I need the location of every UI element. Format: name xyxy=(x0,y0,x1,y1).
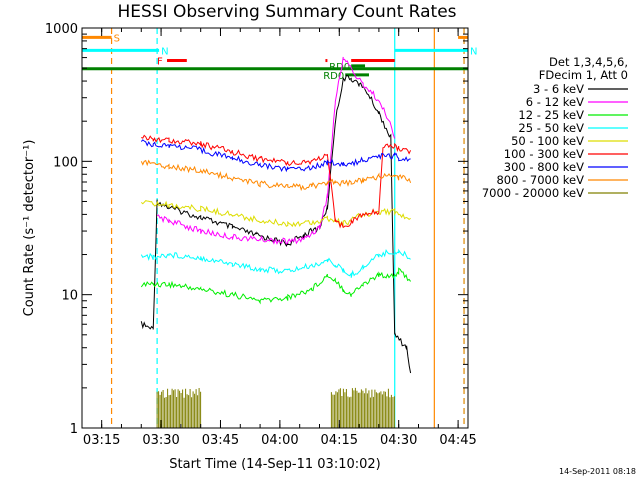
legend-label-0: 3 - 6 keV xyxy=(533,82,584,96)
legend-label-4: 50 - 100 keV xyxy=(511,134,584,148)
series-line-8-0 xyxy=(156,388,202,428)
x-tick-label-2: 03:45 xyxy=(202,433,239,448)
plot-frame xyxy=(81,27,469,429)
vertical-markers xyxy=(110,28,465,428)
x-tick-label-5: 04:30 xyxy=(380,433,417,448)
timestamp: 14-Sep-2011 08:18 xyxy=(559,467,636,476)
x-tick-label-4: 04:15 xyxy=(321,433,358,448)
series-line-2 xyxy=(140,267,411,305)
x-tick-label-0: 03:15 xyxy=(83,433,120,448)
annotation-label-1: N xyxy=(161,46,168,57)
y-axis-label: Count Rate (s⁻¹ detector⁻¹) xyxy=(22,140,37,317)
annotation-label-8: RD0 xyxy=(323,71,344,82)
legend-label-1: 6 - 12 keV xyxy=(526,95,584,109)
legend-label-7: 800 - 7000 keV xyxy=(496,173,584,187)
series-line-5 xyxy=(141,134,412,229)
legend: Det 1,3,4,5,6,FDecim 1, Att 03 - 6 keV6 … xyxy=(482,55,628,200)
legend-header-1: FDecim 1, Att 0 xyxy=(539,68,628,82)
legend-label-6: 300 - 800 keV xyxy=(504,160,584,174)
series-line-6 xyxy=(140,139,411,173)
y-tick-label-3: 1000 xyxy=(45,22,78,37)
legend-label-8: 7000 - 20000 keV xyxy=(482,186,584,200)
y-tick-label-2: 100 xyxy=(53,155,78,170)
legend-label-2: 12 - 25 keV xyxy=(518,108,584,122)
x-axis-label: Start Time (14-Sep-11 03:10:02) xyxy=(169,457,380,472)
annotation-label-0: S xyxy=(114,33,120,44)
series-line-7 xyxy=(140,159,412,192)
annotation-bars: SNNFRD0RD0 xyxy=(82,33,477,82)
axis-ticks: 03:15 03:30 03:45 04:00 04:15 04:30 04:45 1 10 10… xyxy=(45,22,477,448)
y-tick-label-1: 10 xyxy=(61,289,78,304)
data-series xyxy=(140,56,412,428)
x-tick-label-3: 04:00 xyxy=(261,433,298,448)
legend-label-5: 100 - 300 keV xyxy=(504,147,584,161)
annotation-label-3: F xyxy=(157,57,163,68)
annotation-label-2: N xyxy=(470,46,477,57)
legend-label-3: 25 - 50 keV xyxy=(518,121,584,135)
series-line-1 xyxy=(157,56,396,245)
x-tick-label-6: 04:45 xyxy=(439,433,476,448)
series-line-8-1 xyxy=(330,387,395,428)
x-tick-label-1: 03:30 xyxy=(142,433,179,448)
legend-header-0: Det 1,3,4,5,6, xyxy=(549,55,628,69)
y-tick-label-0: 1 xyxy=(70,422,78,437)
chart-title: HESSI Observing Summary Count Rates xyxy=(117,2,456,22)
series-line-3 xyxy=(140,248,411,278)
